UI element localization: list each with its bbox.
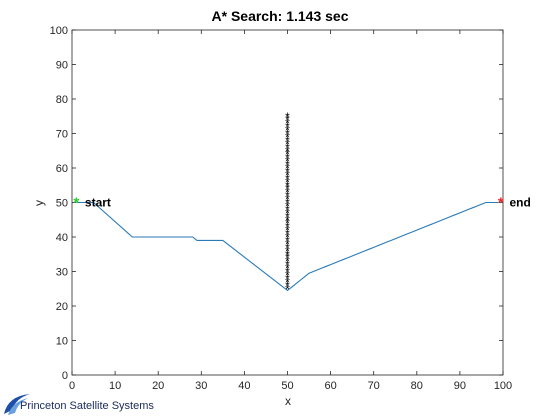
obstacle-marker: * xyxy=(285,244,290,258)
y-tick-label: 30 xyxy=(56,267,68,279)
y-tick-label: 40 xyxy=(56,232,68,244)
path-line xyxy=(76,201,499,292)
obstacle-marker: * xyxy=(285,279,290,293)
x-tick-label: 0 xyxy=(69,380,75,392)
start-marker: * xyxy=(73,195,79,212)
obstacle-marker: * xyxy=(285,158,290,172)
obstacle-marker: * xyxy=(285,182,290,196)
obstacle-marker: * xyxy=(285,234,290,248)
plot-area: 0 10 20 30 40 50 60 70 80 90 100 0 10 20 30 40 50 60 70 80 9… xyxy=(50,25,531,392)
obstacle-marker: * xyxy=(285,248,290,262)
x-tick-label: 50 xyxy=(281,380,293,392)
obstacle-marker: * xyxy=(285,262,290,276)
axes-box xyxy=(71,29,504,376)
obstacle-marker: * xyxy=(285,199,290,213)
obstacle-marker: * xyxy=(285,144,290,158)
obstacle-marker: * xyxy=(285,186,290,200)
obstacle-marker: * xyxy=(285,231,290,245)
obstacle-marker: * xyxy=(285,275,290,289)
x-tick-label: 70 xyxy=(368,380,380,392)
obstacle-marker: * xyxy=(285,141,290,155)
obstacle-marker: * xyxy=(285,251,290,265)
x-tick-label: 80 xyxy=(411,380,423,392)
y-tick-label: 60 xyxy=(56,163,68,175)
obstacle-marker: * xyxy=(285,213,290,227)
x-tick-label: 40 xyxy=(238,380,250,392)
obstacle-marker: * xyxy=(285,272,290,286)
obstacle-marker: * xyxy=(285,193,290,207)
obstacle-marker: * xyxy=(285,148,290,162)
obstacle-marker: * xyxy=(285,124,290,138)
obstacle-marker: * xyxy=(285,282,290,296)
obstacle-marker: * xyxy=(285,172,290,186)
obstacle-marker: * xyxy=(285,196,290,210)
obstacle-marker: * xyxy=(285,113,290,127)
obstacle-marker: * xyxy=(285,127,290,141)
y-axis-label: y xyxy=(32,200,46,206)
obstacle-marker: * xyxy=(285,227,290,241)
obstacle-marker: * xyxy=(285,189,290,203)
obstacle-marker: * xyxy=(285,220,290,234)
obstacle-marker: * xyxy=(285,224,290,238)
y-tick-label: 80 xyxy=(56,94,68,106)
x-tick-label: 10 xyxy=(109,380,121,392)
obstacle-marker: * xyxy=(285,210,290,224)
obstacle-marker: * xyxy=(285,241,290,255)
obstacle-marker: * xyxy=(285,179,290,193)
obstacle-marker: * xyxy=(285,265,290,279)
x-tick-label: 90 xyxy=(454,380,466,392)
obstacle-marker: * xyxy=(285,137,290,151)
x-tick-label: 60 xyxy=(324,380,336,392)
obstacle-marker: * xyxy=(285,206,290,220)
y-tick-label: 100 xyxy=(50,25,68,37)
y-tick-label: 20 xyxy=(56,301,68,313)
y-tick-label: 70 xyxy=(56,129,68,141)
logo: Princeton Satellite Systems xyxy=(2,388,222,418)
obstacle-marker: * xyxy=(285,162,290,176)
y-tick-label: 10 xyxy=(56,336,68,348)
x-tick-label: 20 xyxy=(152,380,164,392)
annotation-end: end xyxy=(509,196,530,210)
obstacle-marker: * xyxy=(285,168,290,182)
obstacle-marker: * xyxy=(285,175,290,189)
obstacle-marker: * xyxy=(285,117,290,131)
logo-swoosh-icon xyxy=(4,394,30,415)
y-tick-label: 90 xyxy=(56,60,68,72)
obstacle-marker: * xyxy=(285,110,290,124)
obstacle-marker: * xyxy=(285,134,290,148)
y-tick-label: 0 xyxy=(62,370,68,382)
logo-text: Princeton Satellite Systems xyxy=(20,400,154,412)
obstacle-marker: * xyxy=(285,237,290,251)
obstacle-marker: * xyxy=(285,120,290,134)
y-tick-label: 50 xyxy=(56,198,68,210)
obstacle-marker: * xyxy=(285,255,290,269)
obstacle-marker: * xyxy=(285,151,290,165)
x-tick-label: 30 xyxy=(195,380,207,392)
annotation-start: start xyxy=(85,196,111,210)
x-axis-label: x xyxy=(285,394,291,408)
x-tick-label: 100 xyxy=(494,380,512,392)
obstacle-marker: * xyxy=(285,130,290,144)
obstacle-marker: * xyxy=(285,155,290,169)
obstacle-marker: * xyxy=(285,203,290,217)
chart-title: A* Search: 1.143 sec xyxy=(212,8,349,24)
obstacle-marker: * xyxy=(285,217,290,231)
obstacle-marker: * xyxy=(285,165,290,179)
obstacle-marker: * xyxy=(285,258,290,272)
end-marker: * xyxy=(498,195,504,212)
obstacle-marker: * xyxy=(285,268,290,282)
